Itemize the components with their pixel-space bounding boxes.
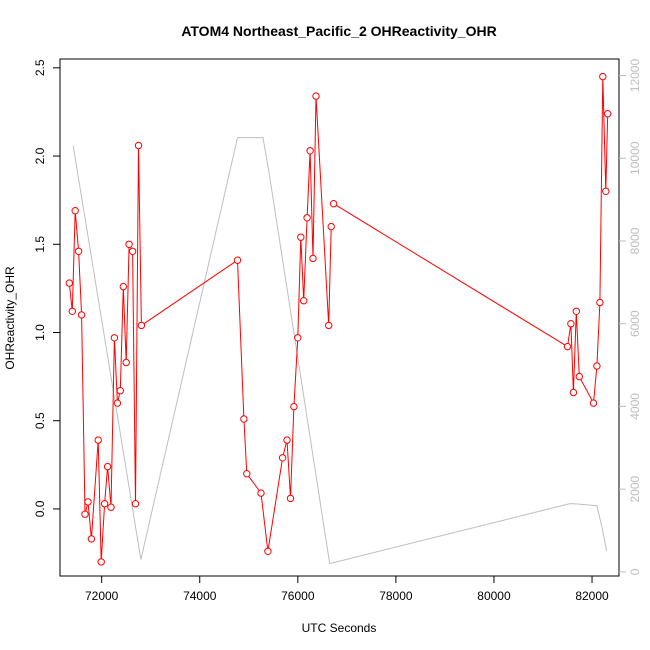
- y-tick-label: 1.0: [33, 324, 47, 341]
- ohr-point: [297, 233, 305, 241]
- ohr-point: [278, 454, 287, 462]
- y-tick-label: 2.0: [33, 147, 47, 164]
- y2-tick-label: 2000: [628, 475, 642, 502]
- y-axis: 0.0 0.5 1.0 1.5 2.0 2.5: [33, 59, 60, 517]
- ohr-point: [134, 141, 143, 150]
- ohr-point: [283, 436, 291, 444]
- ohr-point: [103, 462, 112, 471]
- ohr-point: [122, 358, 130, 367]
- ohr-point: [589, 399, 598, 407]
- y-tick-label: 0.0: [33, 500, 47, 517]
- x-tick-label: 80000: [477, 589, 511, 603]
- ohr-series: [65, 72, 612, 566]
- ohr-line-segment: [567, 76, 609, 405]
- ohr-point: [306, 147, 314, 155]
- x-tick-label: 72000: [85, 589, 119, 603]
- ohr-point: [264, 547, 272, 555]
- altitude-line: [72, 137, 608, 565]
- plot-frame: [59, 58, 620, 577]
- ohr-point: [74, 247, 83, 256]
- ohr-point: [596, 298, 604, 307]
- ohr-line-segment: [333, 203, 568, 348]
- ohr-point: [602, 187, 610, 196]
- ohr-point: [68, 307, 77, 315]
- y2-axis: 0 2000 4000 6000 8000 10000 12000: [619, 59, 642, 575]
- ohr-point: [300, 297, 308, 305]
- ohr-point: [107, 503, 115, 511]
- ohr-point: [119, 282, 128, 291]
- y2-tick-label: 10000: [628, 141, 642, 175]
- ohr-point: [309, 254, 317, 263]
- chart-title: ATOM4 Northeast_Pacific_2 OHReactivity_O…: [181, 23, 496, 39]
- ohr-point: [303, 214, 311, 222]
- ohr-point: [290, 402, 298, 411]
- altitude-series: [72, 137, 608, 565]
- ohr-point: [563, 342, 572, 351]
- x-axis: 72000 74000 76000 78000 80000 82000: [85, 575, 609, 603]
- ohr-point: [100, 500, 109, 508]
- ohr-point: [97, 558, 105, 566]
- ohr-point: [329, 200, 338, 208]
- ohr-point: [240, 415, 248, 423]
- ohr-point: [116, 387, 125, 395]
- ohr-point: [128, 247, 137, 256]
- x-tick-label: 82000: [575, 589, 609, 603]
- ohr-point: [569, 388, 578, 397]
- ohr-point: [572, 307, 580, 315]
- ohr-point: [77, 311, 86, 319]
- y-tick-label: 0.5: [33, 412, 47, 429]
- ohr-point: [125, 240, 133, 249]
- ohr-point: [113, 399, 122, 407]
- y2-tick-label: 6000: [628, 310, 642, 337]
- ohr-point: [575, 372, 583, 381]
- y2-tick-label: 12000: [628, 59, 642, 93]
- ohr-point: [71, 207, 79, 215]
- ohr-point: [87, 535, 96, 543]
- y2-tick-label: 0: [628, 568, 642, 575]
- ohr-point: [243, 470, 251, 478]
- ohr-point: [325, 321, 333, 330]
- ohr-point: [257, 489, 265, 497]
- ohr-point: [94, 436, 102, 444]
- y-axis-label: OHReactivity_OHR: [3, 266, 17, 370]
- ohr-point: [567, 320, 575, 328]
- y2-tick-label: 4000: [628, 393, 642, 420]
- ohr-point: [84, 498, 92, 506]
- ohr-point: [294, 334, 302, 342]
- y-tick-label: 2.5: [33, 59, 47, 76]
- ohr-point: [604, 110, 612, 118]
- ohr-point: [312, 92, 320, 100]
- ohr-point: [137, 321, 146, 330]
- ohr-point: [65, 279, 74, 287]
- ohr-point: [110, 334, 119, 342]
- x-axis-label: UTC Seconds: [302, 621, 377, 635]
- y-tick-label: 1.5: [33, 236, 47, 253]
- ohr-point: [599, 72, 607, 81]
- x-tick-label: 74000: [183, 589, 217, 603]
- ohr-line-segment: [237, 96, 332, 552]
- ohr-point: [81, 510, 89, 518]
- ohr-line-segment: [141, 259, 238, 326]
- ohr-point: [327, 222, 335, 231]
- ohr-point: [593, 362, 601, 370]
- y2-tick-label: 8000: [628, 227, 642, 254]
- ohr-point: [286, 494, 295, 503]
- ohr-point: [131, 500, 140, 508]
- x-tick-label: 76000: [281, 589, 315, 603]
- x-tick-label: 78000: [379, 589, 413, 603]
- ohr-point: [233, 256, 242, 264]
